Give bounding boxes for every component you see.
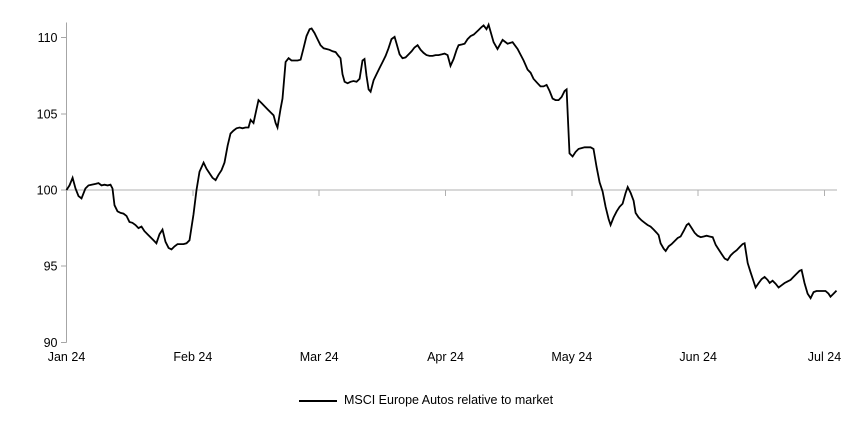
x-tick-label: Apr 24	[427, 350, 464, 364]
x-tick-label: Mar 24	[300, 350, 339, 364]
x-tick-label: Jul 24	[808, 350, 841, 364]
legend-label: MSCI Europe Autos relative to market	[343, 393, 554, 407]
legend-line-sample	[298, 399, 337, 402]
y-tick-label: 110	[38, 31, 58, 45]
y-tick-label: 100	[37, 184, 58, 198]
y-tick-label: 90	[44, 336, 58, 350]
relative-performance-line-chart: 90 95 100 105 110 Jan 24 Feb 24 Mar 24 Apr 24 May…	[37, 22, 841, 364]
x-tick-label: May 24	[551, 350, 592, 364]
x-tick-label: Jun 24	[679, 350, 717, 364]
legend: MSCI Europe Autos relative to market	[0, 393, 852, 408]
x-tick-label: Feb 24	[173, 350, 212, 364]
y-tick-label: 95	[44, 260, 58, 274]
y-tick-label: 105	[37, 107, 58, 121]
x-tick-label: Jan 24	[48, 350, 86, 364]
series-line	[65, 22, 838, 301]
